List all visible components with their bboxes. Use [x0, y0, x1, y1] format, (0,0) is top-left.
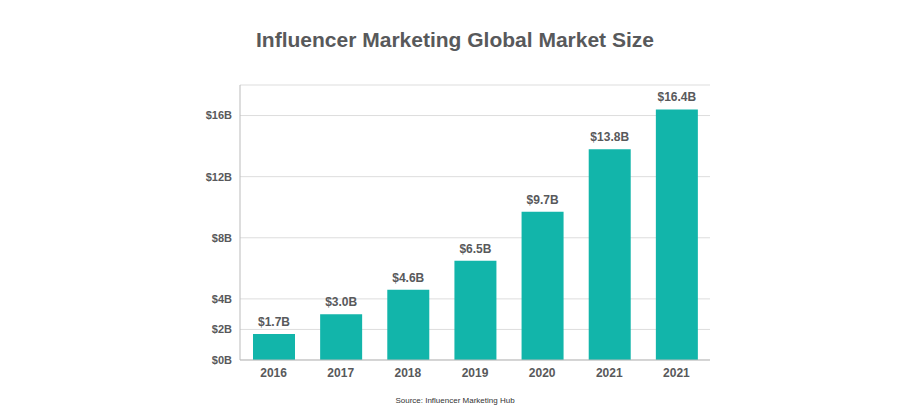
- svg-text:$8B: $8B: [212, 232, 232, 244]
- svg-text:$4.6B: $4.6B: [392, 271, 424, 285]
- svg-text:$1.7B: $1.7B: [258, 315, 290, 329]
- svg-text:2019: 2019: [462, 366, 489, 380]
- svg-text:$13.8B: $13.8B: [590, 130, 629, 144]
- svg-text:2020: 2020: [529, 366, 556, 380]
- svg-text:2017: 2017: [327, 366, 354, 380]
- svg-text:$6.5B: $6.5B: [459, 242, 491, 256]
- svg-text:$16.4B: $16.4B: [658, 90, 697, 104]
- svg-text:2018: 2018: [395, 366, 422, 380]
- svg-text:$0B: $0B: [212, 354, 232, 366]
- html-text:Influencer Marketing Global Ma: Influencer Marketing Global Market Size: [256, 28, 654, 51]
- svg-text:2021: 2021: [663, 366, 690, 380]
- svg-text:$2B: $2B: [212, 323, 232, 335]
- svg-text:$3.0B: $3.0B: [325, 295, 357, 309]
- svg-text:$16B: $16B: [206, 109, 232, 121]
- svg-text:2016: 2016: [260, 366, 287, 380]
- svg-text:$9.7B: $9.7B: [527, 193, 559, 207]
- html-text:Source: Influencer Marketing H: Source: Influencer Marketing Hub: [395, 396, 515, 405]
- svg-text:$12B: $12B: [206, 171, 232, 183]
- svg-text:2021: 2021: [596, 366, 623, 380]
- svg-text:$4B: $4B: [212, 293, 232, 305]
